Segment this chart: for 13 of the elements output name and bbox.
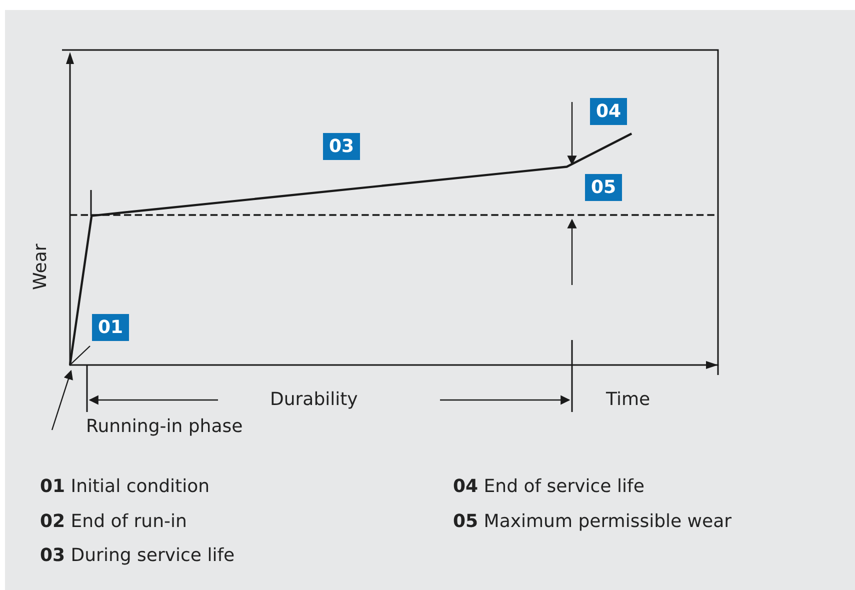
text: 01 Initial condition [40,476,210,497]
annotation: 05 [585,174,622,201]
text: 04 [590,98,628,125]
annotation: 03 [323,133,360,160]
y-axis-title: Wear [30,244,51,290]
text: 03 During service life [40,545,235,566]
text: 05 Maximum permissible wear [453,511,732,532]
text: Durability [270,389,358,410]
x-axis-title: Time [606,389,650,410]
annotation: 01 [92,314,130,341]
text: Running-in phase [86,416,243,437]
text: 04 End of service life [453,476,644,497]
text: 02 End of run-in [40,511,187,532]
